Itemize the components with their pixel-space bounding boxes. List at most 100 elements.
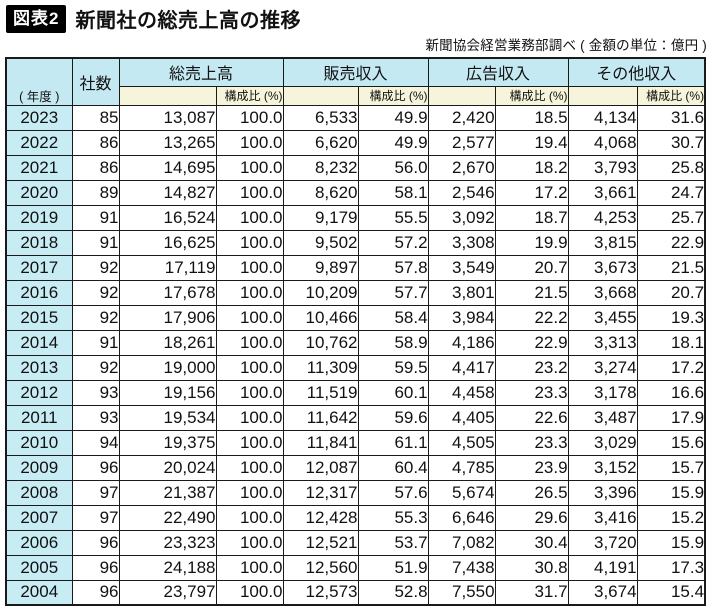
sales-revenue-pct-cell: 49.9 (357, 104, 429, 131)
total-revenue-pct-cell: 100.0 (215, 129, 284, 156)
other-revenue-cell: 3,661 (567, 179, 638, 206)
revenue-table: ( 年度 ) 社数 総売上高 販売収入 広告収入 その他収入 構成比 (%) 構… (5, 57, 707, 606)
ad-revenue-pct-cell: 22.6 (494, 404, 569, 431)
other-revenue-pct-cell: 22.9 (636, 229, 706, 256)
sales-revenue-cell: 9,502 (282, 229, 359, 256)
total-revenue-pct-cell: 100.0 (215, 179, 284, 206)
ad-revenue-cell: 6,646 (427, 504, 496, 531)
year-cell: 2016 (5, 279, 73, 306)
table-row: 2011 93 19,534 100.0 11,642 59.6 4,405 2… (5, 404, 706, 431)
year-cell: 2020 (5, 179, 73, 206)
sales-revenue-cell: 6,533 (282, 104, 359, 131)
year-cell: 2017 (5, 254, 73, 281)
other-revenue-cell: 3,720 (567, 529, 638, 556)
sales-revenue-pct-cell: 55.3 (357, 504, 429, 531)
sales-revenue-pct-cell: 57.6 (357, 479, 429, 506)
year-cell: 2005 (5, 554, 73, 581)
other-revenue-pct-cell: 25.8 (636, 154, 706, 181)
source-note: 新聞協会経営業務部調べ ( 金額の単位：億円 ) (425, 38, 707, 53)
table-body: 2023 85 13,087 100.0 6,533 49.9 2,420 18… (5, 104, 706, 606)
sales-revenue-pct-cell: 51.9 (357, 554, 429, 581)
ad-revenue-pct-cell: 20.7 (494, 254, 569, 281)
company-count-cell: 91 (71, 204, 120, 231)
table-row: 2017 92 17,119 100.0 9,897 57.8 3,549 20… (5, 254, 706, 281)
ad-revenue-pct-cell: 17.2 (494, 179, 569, 206)
other-revenue-pct-cell: 15.7 (636, 454, 706, 481)
other-revenue-pct-cell: 15.2 (636, 504, 706, 531)
ad-revenue-pct-cell: 30.8 (494, 554, 569, 581)
sales-revenue-cell: 12,521 (282, 529, 359, 556)
sales-revenue-pct-cell: 57.8 (357, 254, 429, 281)
table-row: 2013 92 19,000 100.0 11,309 59.5 4,417 2… (5, 354, 706, 381)
total-revenue-pct-cell: 100.0 (215, 454, 284, 481)
year-cell: 2015 (5, 304, 73, 331)
total-revenue-cell: 22,490 (118, 504, 217, 531)
other-revenue-group-header: その他収入 (567, 57, 706, 87)
total-revenue-sub-spacer (118, 85, 217, 106)
table-row: 2005 96 24,188 100.0 12,560 51.9 7,438 3… (5, 554, 706, 581)
total-revenue-cell: 19,534 (118, 404, 217, 431)
sales-revenue-cell: 10,466 (282, 304, 359, 331)
table-row: 2008 97 21,387 100.0 12,317 57.6 5,674 2… (5, 479, 706, 506)
company-count-cell: 92 (71, 254, 120, 281)
company-count-cell: 96 (71, 529, 120, 556)
sales-revenue-pct-cell: 59.5 (357, 354, 429, 381)
sales-revenue-pct-cell: 56.0 (357, 154, 429, 181)
company-count-cell: 86 (71, 129, 120, 156)
company-count-cell: 92 (71, 279, 120, 306)
total-revenue-pct-cell: 100.0 (215, 354, 284, 381)
other-revenue-cell: 4,191 (567, 554, 638, 581)
other-revenue-pct-cell: 16.6 (636, 379, 706, 406)
other-revenue-pct-cell: 17.9 (636, 404, 706, 431)
company-count-cell: 96 (71, 554, 120, 581)
sales-revenue-cell: 12,428 (282, 504, 359, 531)
ad-revenue-group-header: 広告収入 (427, 57, 569, 87)
company-count-cell: 93 (71, 379, 120, 406)
total-revenue-cell: 13,087 (118, 104, 217, 131)
company-count-cell: 96 (71, 454, 120, 481)
total-revenue-cell: 17,678 (118, 279, 217, 306)
total-revenue-cell: 17,906 (118, 304, 217, 331)
table-row: 2014 91 18,261 100.0 10,762 58.9 4,186 2… (5, 329, 706, 356)
total-revenue-group-header: 総売上高 (118, 57, 284, 87)
other-revenue-pct-cell: 19.3 (636, 304, 706, 331)
company-count-column-header: 社数 (71, 57, 120, 106)
other-revenue-cell: 3,487 (567, 404, 638, 431)
table-row: 2015 92 17,906 100.0 10,466 58.4 3,984 2… (5, 304, 706, 331)
year-cell: 2009 (5, 454, 73, 481)
other-revenue-pct-cell: 17.2 (636, 354, 706, 381)
company-count-cell: 91 (71, 329, 120, 356)
other-revenue-pct-cell: 20.7 (636, 279, 706, 306)
company-count-cell: 97 (71, 479, 120, 506)
ad-revenue-pct-cell: 23.9 (494, 454, 569, 481)
ad-revenue-pct-cell: 23.3 (494, 379, 569, 406)
other-revenue-cell: 3,152 (567, 454, 638, 481)
sales-revenue-cell: 11,519 (282, 379, 359, 406)
sales-revenue-pct-cell: 57.7 (357, 279, 429, 306)
ad-revenue-cell: 4,785 (427, 454, 496, 481)
sales-revenue-cell: 12,573 (282, 579, 359, 606)
ad-revenue-pct-cell: 26.5 (494, 479, 569, 506)
sales-revenue-cell: 12,087 (282, 454, 359, 481)
other-revenue-cell: 3,815 (567, 229, 638, 256)
total-revenue-pct-cell: 100.0 (215, 329, 284, 356)
ad-revenue-pct-header: 構成比 (%) (494, 85, 569, 106)
year-column-header: ( 年度 ) (5, 57, 73, 106)
company-count-cell: 97 (71, 504, 120, 531)
sales-revenue-cell: 8,232 (282, 154, 359, 181)
table-row: 2023 85 13,087 100.0 6,533 49.9 2,420 18… (5, 104, 706, 131)
ad-revenue-pct-cell: 18.7 (494, 204, 569, 231)
other-revenue-pct-cell: 24.7 (636, 179, 706, 206)
sales-revenue-pct-cell: 60.4 (357, 454, 429, 481)
sales-revenue-pct-cell: 57.2 (357, 229, 429, 256)
ad-revenue-cell: 4,186 (427, 329, 496, 356)
ad-revenue-cell: 4,405 (427, 404, 496, 431)
company-count-cell: 91 (71, 229, 120, 256)
other-revenue-sub-spacer (567, 85, 638, 106)
total-revenue-cell: 16,524 (118, 204, 217, 231)
total-revenue-pct-cell: 100.0 (215, 229, 284, 256)
year-cell: 2008 (5, 479, 73, 506)
total-revenue-pct-cell: 100.0 (215, 529, 284, 556)
year-cell: 2011 (5, 404, 73, 431)
